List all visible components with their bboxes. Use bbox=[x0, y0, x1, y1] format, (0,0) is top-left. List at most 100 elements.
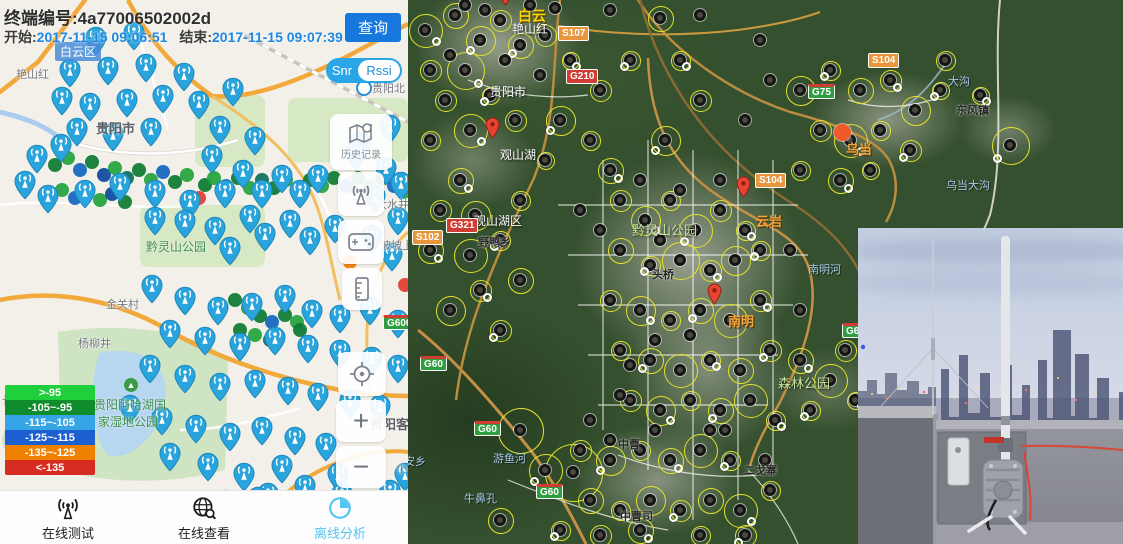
tower-pin[interactable] bbox=[109, 172, 131, 202]
station-marker[interactable] bbox=[874, 124, 886, 136]
station-marker[interactable] bbox=[744, 394, 756, 406]
station-marker[interactable] bbox=[567, 466, 579, 478]
station-marker[interactable] bbox=[649, 424, 661, 436]
tower-pin[interactable] bbox=[251, 179, 273, 209]
station-marker[interactable] bbox=[474, 284, 486, 296]
station-marker[interactable] bbox=[534, 69, 546, 81]
tower-pin[interactable] bbox=[222, 77, 244, 107]
station-marker[interactable] bbox=[434, 204, 446, 216]
station-marker[interactable] bbox=[514, 39, 526, 51]
station-layer-button[interactable] bbox=[338, 172, 384, 216]
station-marker[interactable] bbox=[729, 254, 741, 266]
station-marker[interactable] bbox=[704, 424, 716, 436]
tower-pin[interactable] bbox=[214, 179, 236, 209]
station-marker[interactable] bbox=[459, 0, 471, 11]
station-marker[interactable] bbox=[584, 134, 596, 146]
tower-pin[interactable] bbox=[294, 474, 316, 490]
tower-pin[interactable] bbox=[329, 304, 351, 334]
station-marker[interactable] bbox=[904, 144, 916, 156]
station-marker[interactable] bbox=[474, 34, 486, 46]
tower-pin[interactable] bbox=[390, 171, 408, 201]
station-marker[interactable] bbox=[509, 114, 521, 126]
locate-button[interactable] bbox=[338, 352, 386, 396]
station-marker[interactable] bbox=[614, 194, 626, 206]
tower-pin[interactable] bbox=[173, 62, 195, 92]
tower-pin[interactable] bbox=[232, 159, 254, 189]
station-marker[interactable] bbox=[604, 454, 616, 466]
station-marker[interactable] bbox=[574, 204, 586, 216]
tower-pin[interactable] bbox=[185, 414, 207, 444]
red-map-pin[interactable] bbox=[485, 117, 500, 144]
station-marker[interactable] bbox=[614, 389, 626, 401]
rssi-option[interactable]: Rssi bbox=[358, 60, 400, 81]
station-marker[interactable] bbox=[554, 114, 566, 126]
station-marker[interactable] bbox=[584, 414, 596, 426]
tab-online-view[interactable]: 在线查看 bbox=[136, 491, 272, 544]
tab-offline-analysis[interactable]: 离线分析 bbox=[272, 491, 408, 544]
station-marker[interactable] bbox=[674, 364, 686, 376]
station-marker[interactable] bbox=[884, 74, 896, 86]
station-marker[interactable] bbox=[689, 224, 701, 236]
station-marker[interactable] bbox=[644, 494, 656, 506]
station-marker[interactable] bbox=[694, 94, 706, 106]
tower-pin[interactable] bbox=[159, 319, 181, 349]
station-marker[interactable] bbox=[604, 164, 616, 176]
tower-pin[interactable] bbox=[315, 432, 337, 462]
station-marker[interactable] bbox=[634, 174, 646, 186]
tower-pin[interactable] bbox=[102, 122, 124, 152]
station-marker[interactable] bbox=[734, 504, 746, 516]
station-marker[interactable] bbox=[574, 444, 586, 456]
station-marker[interactable] bbox=[464, 249, 476, 261]
tower-pin[interactable] bbox=[277, 376, 299, 406]
station-marker[interactable] bbox=[494, 324, 506, 336]
station-marker[interactable] bbox=[939, 54, 951, 66]
station-marker[interactable] bbox=[424, 64, 436, 76]
tower-pin[interactable] bbox=[188, 90, 210, 120]
tower-pin[interactable] bbox=[387, 354, 408, 384]
station-marker[interactable] bbox=[664, 454, 676, 466]
tower-pin[interactable] bbox=[289, 179, 311, 209]
tower-pin[interactable] bbox=[123, 21, 145, 51]
station-marker[interactable] bbox=[424, 244, 436, 256]
station-marker[interactable] bbox=[449, 9, 461, 21]
station-marker[interactable] bbox=[694, 304, 706, 316]
station-marker[interactable] bbox=[624, 359, 636, 371]
station-marker[interactable] bbox=[494, 14, 506, 26]
station-marker[interactable] bbox=[539, 29, 551, 41]
tower-pin[interactable] bbox=[297, 334, 319, 364]
station-marker[interactable] bbox=[439, 94, 451, 106]
tower-pin[interactable] bbox=[50, 133, 72, 163]
station-marker[interactable] bbox=[839, 344, 851, 356]
station-marker[interactable] bbox=[754, 294, 766, 306]
station-marker[interactable] bbox=[1004, 139, 1016, 151]
tower-pin[interactable] bbox=[37, 184, 59, 214]
red-map-pin[interactable] bbox=[736, 176, 751, 203]
station-marker[interactable] bbox=[824, 374, 836, 386]
tower-pin[interactable] bbox=[241, 292, 263, 322]
tower-pin[interactable] bbox=[197, 452, 219, 482]
tower-pin[interactable] bbox=[271, 454, 293, 484]
tower-pin[interactable] bbox=[247, 486, 269, 490]
station-marker[interactable] bbox=[684, 394, 696, 406]
station-marker[interactable] bbox=[704, 264, 716, 276]
tower-pin[interactable] bbox=[394, 462, 408, 490]
station-marker[interactable] bbox=[854, 84, 866, 96]
station-marker[interactable] bbox=[614, 344, 626, 356]
tower-pin[interactable] bbox=[144, 206, 166, 236]
station-marker[interactable] bbox=[759, 454, 771, 466]
station-marker[interactable] bbox=[604, 4, 616, 16]
tower-pin[interactable] bbox=[135, 53, 157, 83]
station-marker[interactable] bbox=[514, 274, 526, 286]
station-marker[interactable] bbox=[499, 54, 511, 66]
tower-pin[interactable] bbox=[79, 92, 101, 122]
tower-pin[interactable] bbox=[244, 126, 266, 156]
tower-pin[interactable] bbox=[244, 369, 266, 399]
tower-pin[interactable] bbox=[174, 209, 196, 239]
tab-online-test[interactable]: 在线测试 bbox=[0, 491, 136, 544]
station-marker[interactable] bbox=[539, 154, 551, 166]
station-marker[interactable] bbox=[704, 494, 716, 506]
station-marker[interactable] bbox=[524, 0, 536, 11]
red-map-pin[interactable] bbox=[498, 0, 513, 11]
station-marker[interactable] bbox=[514, 424, 526, 436]
station-marker[interactable] bbox=[754, 34, 766, 46]
